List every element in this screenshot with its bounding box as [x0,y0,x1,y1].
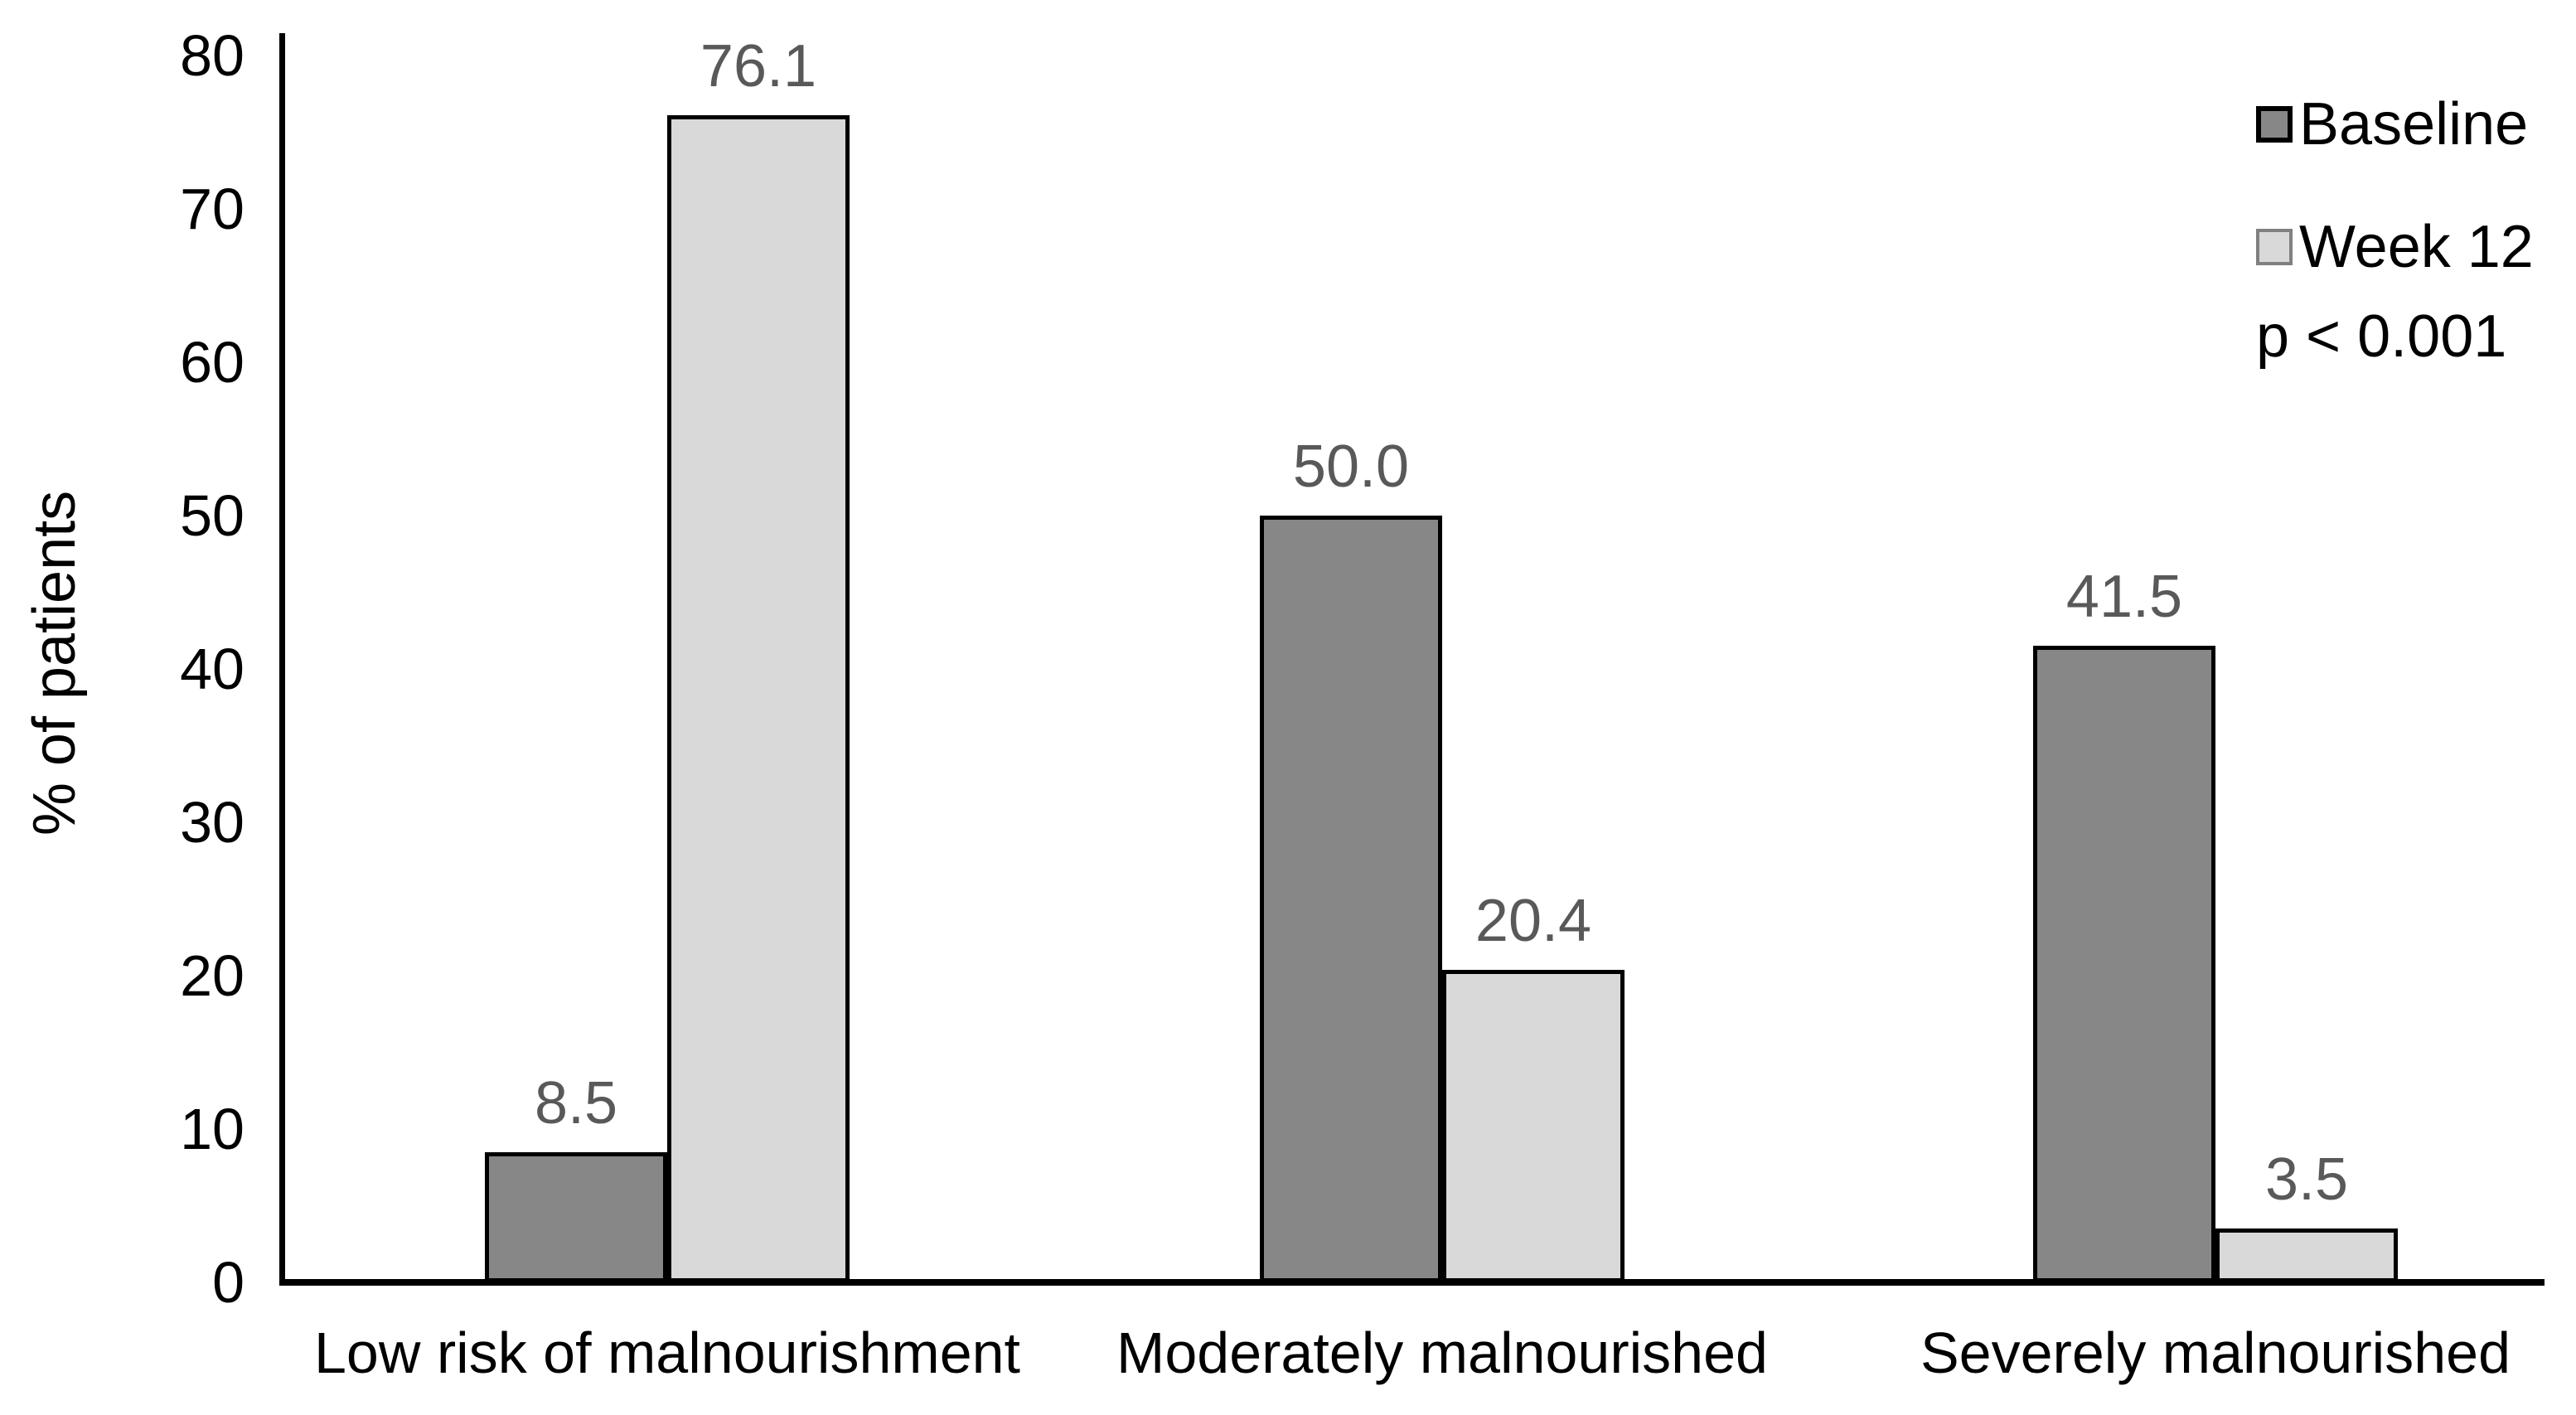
bar-baseline-moderately-malnourished [1260,516,1442,1282]
legend-swatch-week-12 [2256,229,2293,265]
bar-value-label-baseline-moderately-malnourished: 50.0 [1292,434,1410,500]
x-category-label-severely-malnourished: Severely malnourished [1920,1321,2511,1385]
y-tick-label: 10 [180,1097,245,1161]
bar-value-label-baseline-severely-malnourished: 41.5 [2065,564,2183,630]
legend-item-baseline: Baseline [2256,94,2534,154]
y-axis-title: % of patients [22,490,88,836]
bar-baseline-severely-malnourished [2033,646,2215,1282]
legend: Baseline Week 12 p < 0.001 [2256,94,2534,366]
bar-baseline-low-risk-of-malnourishment [485,1152,667,1282]
legend-item-week-12: Week 12 [2256,217,2534,277]
p-value-note: p < 0.001 [2256,303,2507,370]
y-axis-line [279,33,285,1286]
bar-week-12-low-risk-of-malnourishment [667,115,850,1282]
legend-item-label: Baseline [2299,91,2529,157]
x-axis-line [279,1279,2545,1286]
x-category-label-moderately-malnourished: Moderately malnourished [1116,1321,1768,1385]
bar-value-label-week-12-severely-malnourished: 3.5 [2264,1146,2349,1213]
bar-value-label-baseline-low-risk-of-malnourishment: 8.5 [534,1070,618,1136]
bar-week-12-moderately-malnourished [1442,970,1625,1282]
y-tick-label: 40 [180,637,245,701]
y-tick-label: 0 [212,1250,245,1315]
y-tick-label: 20 [180,943,245,1008]
legend-items: Baseline Week 12 [2256,94,2534,277]
bar-value-label-week-12-moderately-malnourished: 20.4 [1474,888,1592,954]
y-tick-label: 30 [180,790,245,855]
legend-swatch-baseline [2256,106,2293,143]
x-category-label-low-risk-of-malnourishment: Low risk of malnourishment [314,1321,1020,1385]
y-tick-label: 80 [180,23,245,88]
legend-item-label: Week 12 [2299,214,2534,280]
y-tick-label: 70 [180,177,245,241]
bar-value-label-week-12-low-risk-of-malnourishment: 76.1 [700,33,817,99]
y-tick-label: 60 [180,330,245,395]
bar-week-12-severely-malnourished [2215,1228,2398,1282]
y-tick-label: 50 [180,483,245,548]
